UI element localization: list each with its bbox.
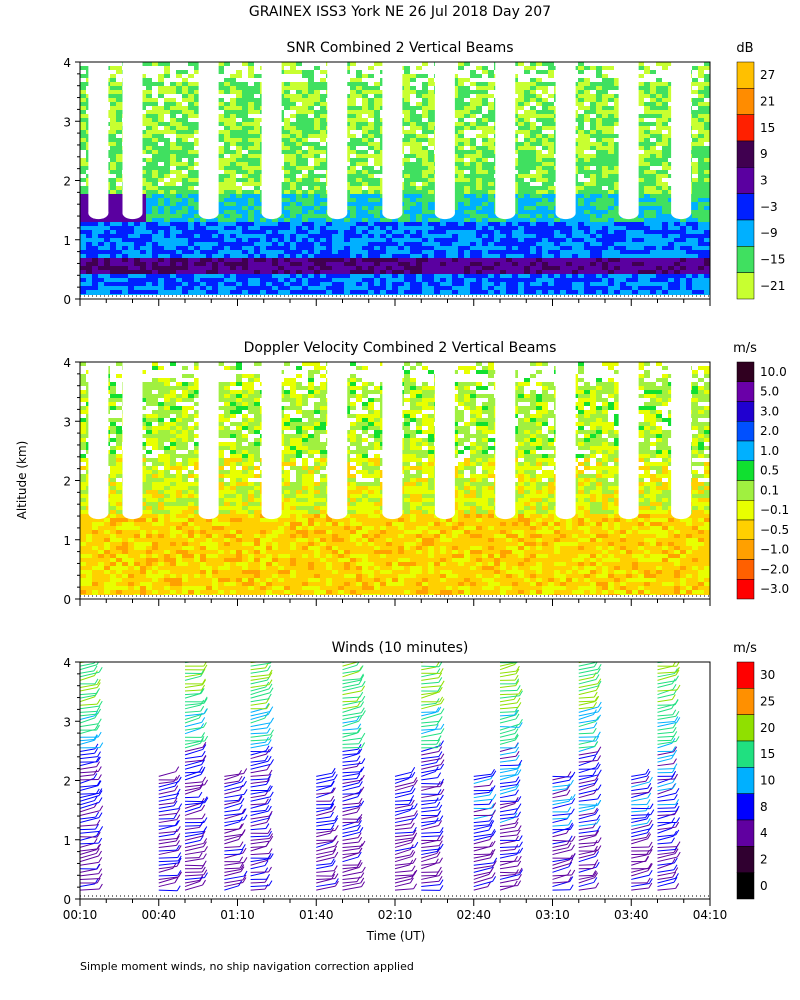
colorbar-swatch (736, 114, 755, 142)
colorbar-swatch (736, 846, 755, 873)
y-tick-label: 0 (63, 893, 71, 907)
colorbar-label: 21 (760, 95, 775, 109)
x-tick-label: 00:40 (141, 908, 176, 922)
x-tick-label: 02:10 (378, 908, 413, 922)
y-axis-label: Altitude (km) (15, 441, 29, 520)
colorbar-swatch (736, 539, 755, 560)
colorbar-swatch (736, 361, 755, 382)
colorbar-swatch (736, 61, 755, 89)
y-tick-label: 2 (63, 475, 71, 489)
winds-unit: m/s (733, 641, 757, 656)
colorbar-label: 15 (760, 121, 775, 135)
x-axis-label: Time (UT) (366, 929, 426, 943)
colorbar-label: 1.0 (760, 444, 779, 458)
x-tick-label: 01:40 (299, 908, 334, 922)
snr-panel-title: SNR Combined 2 Vertical Beams (286, 40, 513, 56)
colorbar-label: 10 (760, 774, 775, 788)
colorbar-label: −0.5 (760, 523, 789, 537)
colorbar-swatch (736, 460, 755, 481)
snr-heatmap (80, 62, 710, 299)
winds-barbs (80, 662, 710, 892)
colorbar-label: 4 (760, 826, 768, 840)
x-tick-label: 00:10 (63, 908, 98, 922)
colorbar-label: 0 (760, 879, 768, 893)
y-tick-label: 3 (63, 715, 71, 729)
colorbar-swatch (736, 440, 755, 461)
x-tick-label: 03:10 (535, 908, 570, 922)
y-tick-label: 2 (63, 175, 71, 189)
x-tick-label: 04:10 (693, 908, 728, 922)
velocity-unit: m/s (733, 341, 757, 356)
y-tick-label: 3 (63, 115, 71, 129)
colorbar-label: 0.1 (760, 483, 779, 497)
colorbar-label: 25 (760, 695, 775, 709)
colorbar-label: 3.0 (760, 404, 779, 418)
colorbar-label: 8 (760, 800, 768, 814)
colorbar-swatch (736, 519, 755, 540)
footnote: Simple moment winds, no ship navigation … (80, 960, 414, 973)
winds-panel-title: Winds (10 minutes) (332, 640, 469, 656)
velocity-panel-title: Doppler Velocity Combined 2 Vertical Bea… (244, 340, 557, 356)
colorbar-swatch (736, 661, 755, 689)
colorbar-swatch (736, 559, 755, 580)
colorbar-swatch (736, 480, 755, 501)
colorbar-swatch (736, 500, 755, 521)
colorbar-label: 3 (760, 174, 768, 188)
main-title: GRAINEX ISS3 York NE 26 Jul 2018 Day 207 (248, 4, 552, 20)
colorbar-swatch (736, 421, 755, 442)
y-tick-label: 4 (63, 656, 71, 670)
colorbar-swatch (736, 88, 755, 115)
colorbar-label: 0.5 (760, 464, 779, 478)
y-tick-label: 4 (63, 56, 71, 70)
colorbar-label: 9 (760, 147, 768, 161)
snr-unit: dB (736, 41, 753, 56)
colorbar-label: −0.1 (760, 503, 789, 517)
colorbar-label: 20 (760, 721, 775, 735)
velocity-heatmap (80, 362, 710, 599)
colorbar-swatch (736, 167, 755, 194)
y-tick-label: 1 (63, 534, 71, 548)
colorbar-label: −3 (760, 200, 778, 214)
colorbar-swatch (736, 246, 755, 273)
x-tick-label: 01:10 (220, 908, 255, 922)
colorbar-swatch (736, 872, 755, 900)
y-tick-label: 4 (63, 356, 71, 370)
colorbar-swatch (736, 793, 755, 821)
colorbar-label: −3.0 (760, 582, 789, 596)
colorbar-swatch (736, 688, 755, 715)
y-tick-label: 0 (63, 293, 71, 307)
colorbar-label: −15 (760, 253, 785, 267)
y-tick-label: 1 (63, 234, 71, 248)
colorbar-label: 30 (760, 668, 775, 682)
y-tick-label: 1 (63, 834, 71, 848)
colorbar-swatch (736, 819, 755, 847)
colorbar-label: 15 (760, 747, 775, 761)
colorbar-label: −9 (760, 226, 778, 240)
colorbar-swatch (736, 579, 755, 600)
colorbar-swatch (736, 740, 755, 768)
colorbar-swatch (736, 401, 755, 422)
y-tick-label: 2 (63, 775, 71, 789)
colorbar-label: −1.0 (760, 543, 789, 557)
y-tick-label: 3 (63, 415, 71, 429)
colorbar-label: −21 (760, 279, 785, 293)
colorbar-label: −2.0 (760, 562, 789, 576)
colorbar-swatch (736, 714, 755, 742)
colorbar-label: 10.0 (760, 365, 787, 379)
colorbar-label: 5.0 (760, 385, 779, 399)
x-tick-label: 03:40 (614, 908, 649, 922)
colorbar-label: 27 (760, 68, 775, 82)
colorbar-label: 2.0 (760, 424, 779, 438)
y-tick-label: 0 (63, 593, 71, 607)
colorbar-swatch (736, 767, 755, 794)
x-tick-label: 02:40 (456, 908, 491, 922)
colorbar-swatch (736, 381, 755, 402)
colorbar-swatch (736, 193, 755, 221)
colorbar-label: 2 (760, 853, 768, 867)
colorbar-swatch (736, 272, 755, 300)
colorbar-swatch (736, 219, 755, 247)
colorbar-swatch (736, 140, 755, 168)
